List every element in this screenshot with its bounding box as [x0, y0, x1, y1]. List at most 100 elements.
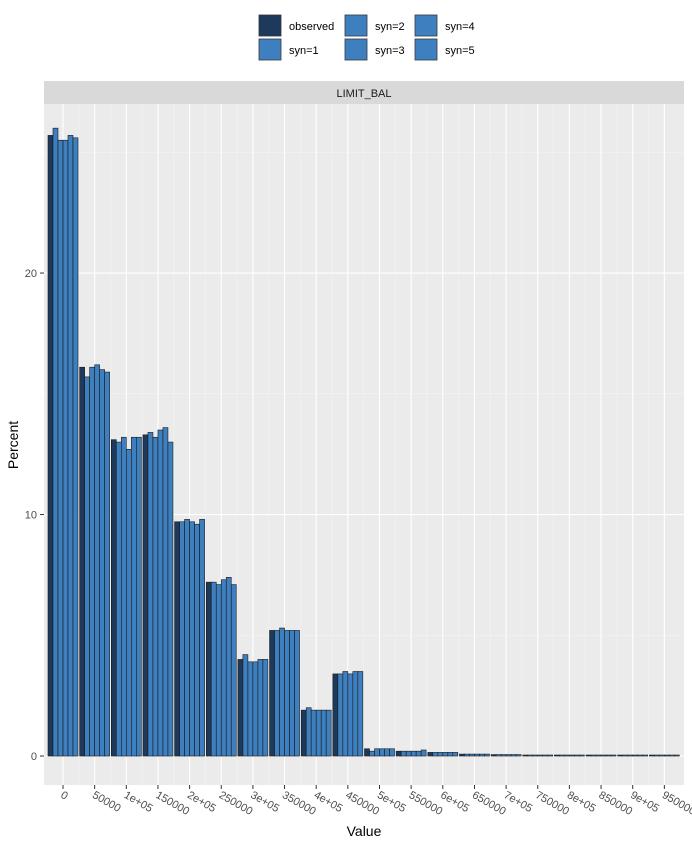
legend-label: syn=1: [289, 45, 319, 57]
bar: [554, 754, 560, 757]
bar: [199, 519, 205, 757]
bar: [62, 139, 69, 757]
bar: [649, 754, 655, 757]
bar: [184, 519, 190, 757]
bar: [420, 749, 427, 757]
bar: [389, 748, 395, 757]
bar: [415, 750, 422, 757]
bar: [522, 754, 529, 757]
legend-label: observed: [289, 21, 334, 33]
bar: [194, 523, 200, 757]
legend-label: syn=3: [375, 45, 405, 57]
x-tick-label: 0: [59, 789, 70, 802]
x-tick-label: 450000: [343, 789, 381, 818]
bar: [126, 449, 132, 757]
x-tick-label: 550000: [407, 789, 445, 818]
bar: [595, 754, 602, 757]
y-axis: 0 10 20: [25, 268, 44, 763]
bar: [305, 707, 312, 757]
bar: [490, 754, 497, 757]
bar: [347, 673, 354, 757]
bar: [310, 709, 317, 757]
bar: [352, 671, 359, 757]
bar: [320, 709, 327, 757]
x-tick-label: 3e+05: [248, 789, 281, 815]
bar: [510, 754, 517, 757]
bar: [674, 754, 680, 757]
bar: [405, 750, 412, 757]
bar: [225, 577, 232, 757]
x-tick-label: 650000: [470, 789, 508, 818]
legend-swatch: [344, 38, 368, 61]
bar: [474, 753, 480, 757]
bar: [432, 752, 439, 757]
bar: [294, 630, 300, 757]
facet-strip: [44, 81, 684, 104]
x-tick-label: 350000: [280, 789, 318, 818]
bar: [99, 369, 105, 757]
bar: [274, 630, 280, 757]
y-tick-label: 20: [25, 268, 37, 280]
bar: [67, 135, 74, 757]
bar: [505, 754, 512, 757]
bar: [500, 754, 507, 757]
bar: [527, 754, 534, 757]
bar: [559, 754, 565, 757]
bar: [642, 754, 649, 757]
legend-label: syn=4: [445, 21, 475, 33]
legend-label: syn=2: [375, 21, 405, 33]
x-tick-label: 750000: [533, 789, 571, 818]
bar: [637, 754, 644, 757]
bar: [131, 436, 137, 757]
bar: [617, 754, 624, 757]
bar: [289, 630, 295, 757]
bar: [610, 754, 617, 757]
bar: [47, 135, 54, 757]
x-tick-label: 7e+05: [502, 789, 535, 815]
bar: [622, 754, 629, 757]
x-axis-title: Value: [347, 823, 382, 839]
bar: [257, 659, 264, 757]
bar: [605, 754, 612, 757]
bar: [52, 127, 59, 757]
bar: [357, 671, 364, 757]
bar: [542, 754, 549, 757]
bar: [152, 436, 159, 757]
bar: [564, 754, 570, 757]
bar: [574, 754, 580, 757]
bar: [84, 376, 90, 757]
x-tick-label: 150000: [153, 789, 191, 818]
legend-label: syn=5: [445, 45, 475, 57]
bar: [384, 748, 390, 757]
bar: [220, 579, 227, 757]
bar: [210, 581, 217, 757]
bar: [174, 521, 180, 757]
bar: [484, 753, 490, 757]
legend-swatch: [414, 14, 438, 37]
bar: [459, 753, 465, 757]
bar: [252, 661, 259, 757]
bar: [230, 584, 237, 757]
bar: [89, 366, 95, 757]
bar: [189, 521, 195, 757]
bar: [479, 753, 485, 757]
bar: [262, 659, 269, 757]
bar: [79, 366, 85, 757]
bar: [116, 441, 122, 757]
bar: [585, 754, 592, 757]
x-tick-label: 2e+05: [185, 789, 218, 815]
bar: [632, 754, 639, 757]
bar: [237, 659, 244, 757]
bar: [437, 752, 444, 757]
bar: [600, 754, 607, 757]
bar: [337, 673, 344, 757]
bar: [410, 750, 417, 757]
bar: [379, 748, 385, 757]
bar: [136, 436, 142, 757]
bar: [654, 754, 660, 757]
legend-swatch: [344, 14, 368, 37]
bar: [315, 709, 322, 757]
x-tick-label: 1e+05: [122, 789, 155, 815]
bar: [664, 754, 670, 757]
